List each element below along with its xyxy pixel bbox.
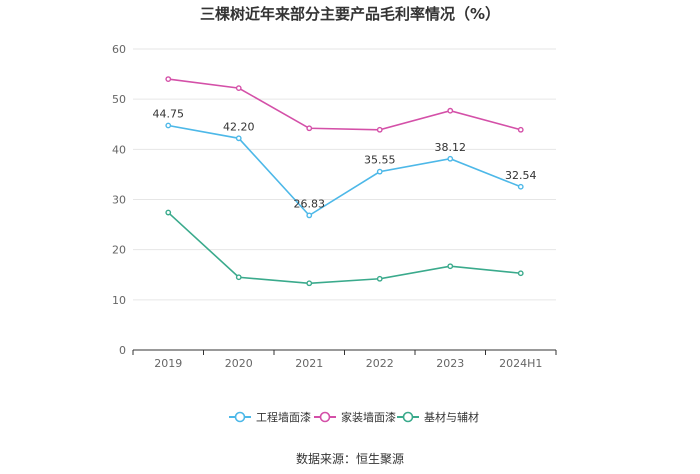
series-line-3	[167, 211, 521, 285]
data-point	[376, 168, 383, 175]
legend[interactable]: 工程墙面漆 家装墙面漆 基材与辅材	[229, 410, 479, 424]
label-layer: 44.75 42.20 26.83 35.55 38.12 32.54	[153, 108, 537, 211]
data-label: 42.20	[223, 120, 255, 133]
data-point	[165, 122, 172, 129]
y-tick-label: 0	[119, 344, 126, 357]
data-label: 35.55	[364, 154, 396, 167]
data-point	[376, 275, 383, 282]
y-tick-label: 30	[112, 194, 126, 207]
x-tick-label: 2022	[366, 357, 394, 370]
legend-marker-icon	[234, 411, 246, 423]
x-tick-label: 2023	[436, 357, 464, 370]
data-label: 32.54	[505, 169, 537, 182]
legend-item-1[interactable]: 工程墙面漆	[229, 410, 311, 424]
legend-marker-icon	[319, 411, 331, 423]
chart-title: 三棵树近年来部分主要产品毛利率情况（%）	[199, 5, 501, 23]
legend-item-3[interactable]: 基材与辅材	[397, 410, 479, 424]
y-tick-label: 10	[112, 294, 126, 307]
x-tick-label: 2020	[225, 357, 253, 370]
series-line-1	[168, 124, 522, 217]
x-tick-label: 2021	[295, 357, 323, 370]
legend-label: 家装墙面漆	[341, 410, 396, 424]
series-layer	[165, 76, 524, 287]
y-tick-label: 40	[112, 143, 126, 156]
data-source: 数据来源：恒生聚源	[295, 452, 404, 466]
data-point	[235, 135, 242, 142]
x-tick-label: 2019	[154, 357, 182, 370]
data-point	[306, 280, 313, 287]
data-point	[447, 155, 454, 162]
data-point	[235, 274, 242, 281]
y-tick-label: 50	[112, 93, 126, 106]
data-point	[447, 107, 454, 114]
data-label: 44.75	[153, 108, 185, 121]
data-point	[306, 212, 313, 219]
data-point	[376, 126, 383, 133]
data-point	[517, 183, 524, 190]
grid-layer	[133, 48, 556, 301]
legend-label: 工程墙面漆	[256, 410, 311, 424]
y-tick-label: 60	[112, 43, 126, 56]
series-line-2	[168, 78, 521, 131]
data-point	[447, 263, 454, 270]
legend-label: 基材与辅材	[424, 410, 479, 424]
legend-item-2[interactable]: 家装墙面漆	[314, 410, 396, 424]
data-label: 38.12	[435, 141, 467, 154]
y-tick-label: 20	[112, 244, 126, 257]
data-point	[165, 209, 172, 216]
data-label: 26.83	[294, 197, 326, 210]
axis-layer: 0 10 20 30 40 50 60 2019 2020 2021 2022 2023 2024H1	[112, 43, 557, 370]
data-point	[165, 76, 172, 83]
legend-marker-icon	[402, 411, 414, 423]
data-point	[517, 126, 524, 133]
x-tick-label: 2024H1	[499, 357, 542, 370]
data-point	[235, 85, 242, 92]
data-point	[517, 270, 524, 277]
data-point	[306, 125, 313, 132]
